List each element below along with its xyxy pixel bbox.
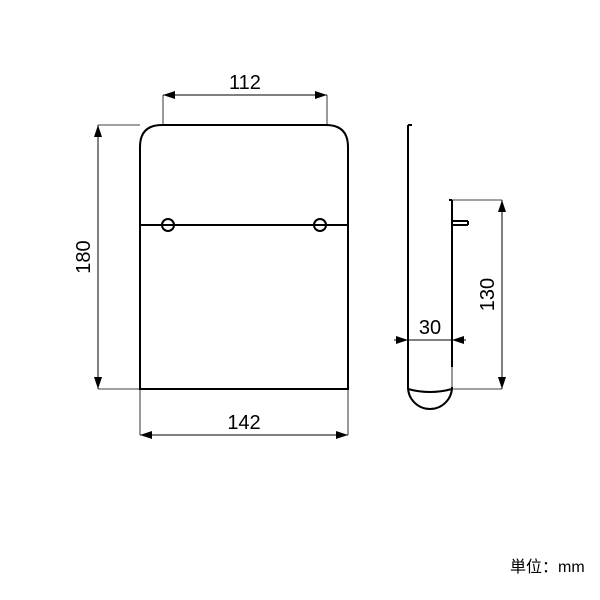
dim-label: 30 [419,317,441,339]
dim-label: 112 [229,72,261,94]
dim-label: 142 [227,412,260,434]
dim-label: 130 [477,278,499,311]
unit-label: 単位：mm [510,558,585,576]
front-view-outline [140,125,348,389]
dim-label: 180 [73,240,95,273]
